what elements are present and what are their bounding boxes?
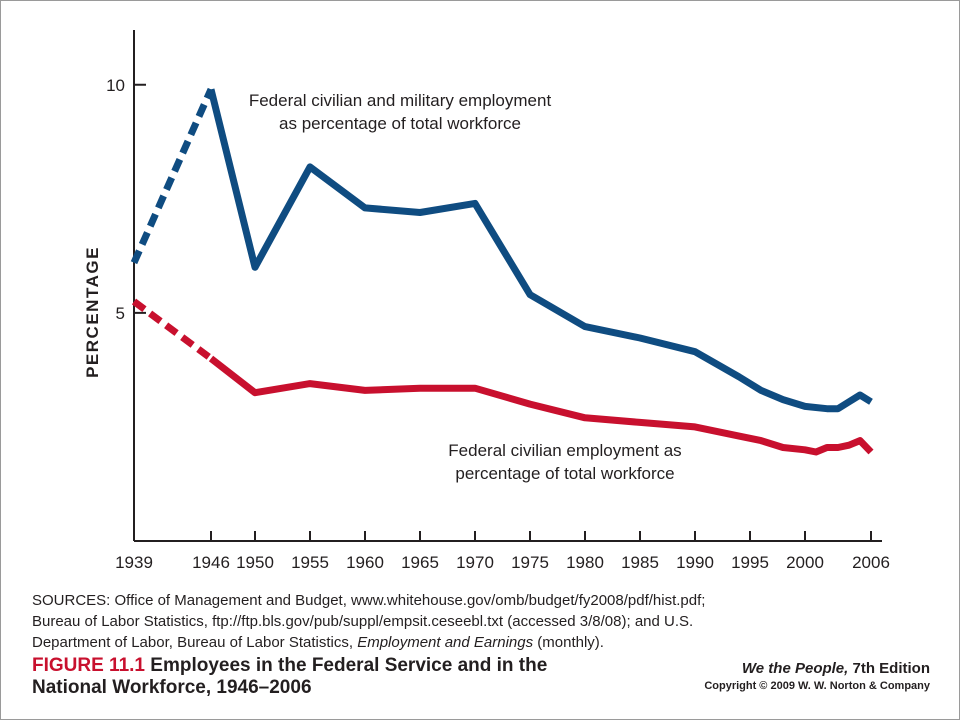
- series-2-line: [208, 355, 874, 456]
- line-chart: 1939 1946 1950 1955 1960 1965 1970 1975 1980 1985…: [83, 30, 890, 572]
- annotation-line: as percentage of total workforce: [279, 114, 521, 133]
- x-tick-label: 1995: [731, 553, 769, 572]
- chart-axes: [133, 30, 882, 542]
- book-name: We the People,: [741, 660, 849, 677]
- sources-note: SOURCES: Office of Management and Budget…: [32, 590, 832, 653]
- sources-line: Bureau of Labor Statistics, ftp://ftp.bl…: [32, 613, 694, 630]
- y-axis-ticks: 5 10: [106, 76, 146, 323]
- y-tick-label: 5: [116, 304, 125, 323]
- sources-line: SOURCES: Office of Management and Budget…: [32, 592, 706, 609]
- x-tick-label: 1990: [676, 553, 714, 572]
- figure-title: National Workforce, 1946–2006: [32, 677, 312, 698]
- annotation-line: Federal civilian and military employment: [249, 91, 552, 110]
- series-1-line: [207, 88, 873, 413]
- book-edition: 7th Edition: [848, 660, 930, 677]
- annotation-civilian: Federal civilian employment as percentag…: [448, 441, 681, 483]
- x-axis-ticks: 1939 1946 1950 1955 1960 1965 1970 1975 1980 1985…: [115, 531, 890, 572]
- x-tick-label: 1980: [566, 553, 604, 572]
- publisher-credit: We the People, 7th Edition Copyright © 2…: [704, 659, 930, 694]
- figure-caption: FIGURE 11.1 Employees in the Federal Ser…: [32, 655, 672, 699]
- x-tick-label: 1970: [456, 553, 494, 572]
- x-tick-label: 1960: [346, 553, 384, 572]
- copyright-line: Copyright © 2009 W. W. Norton & Company: [704, 680, 930, 692]
- book-title: We the People, 7th Edition: [704, 659, 930, 679]
- x-tick-label: 1946: [192, 553, 230, 572]
- series-layer: [130, 87, 874, 456]
- annotation-line: Federal civilian employment as: [448, 441, 681, 460]
- x-tick-label: 1950: [236, 553, 274, 572]
- figure-number: FIGURE 11.1: [32, 655, 145, 676]
- sources-publication: Employment and Earnings: [357, 634, 534, 651]
- sources-line: Department of Labor, Bureau of Labor Sta…: [32, 632, 832, 653]
- sources-text: Department of Labor, Bureau of Labor Sta…: [32, 634, 358, 651]
- x-tick-label: 2000: [786, 553, 824, 572]
- x-tick-label: 1965: [401, 553, 439, 572]
- x-tick-label: 1939: [115, 553, 153, 572]
- series-1-estimated-segment: [130, 87, 215, 265]
- series-2-estimated-segment: [131, 298, 214, 362]
- figure-title: Employees in the Federal Service and in …: [145, 655, 548, 676]
- sources-text: (monthly).: [533, 634, 604, 651]
- x-tick-label: 1955: [291, 553, 329, 572]
- x-tick-label: 1975: [511, 553, 549, 572]
- y-axis-label: PERCENTAGE: [83, 246, 102, 378]
- x-tick-label: 1985: [621, 553, 659, 572]
- x-tick-label: 2006: [852, 553, 890, 572]
- annotation-line: percentage of total workforce: [455, 464, 674, 483]
- y-tick-label: 10: [106, 76, 125, 95]
- annotation-civilian-military: Federal civilian and military employment…: [249, 91, 552, 133]
